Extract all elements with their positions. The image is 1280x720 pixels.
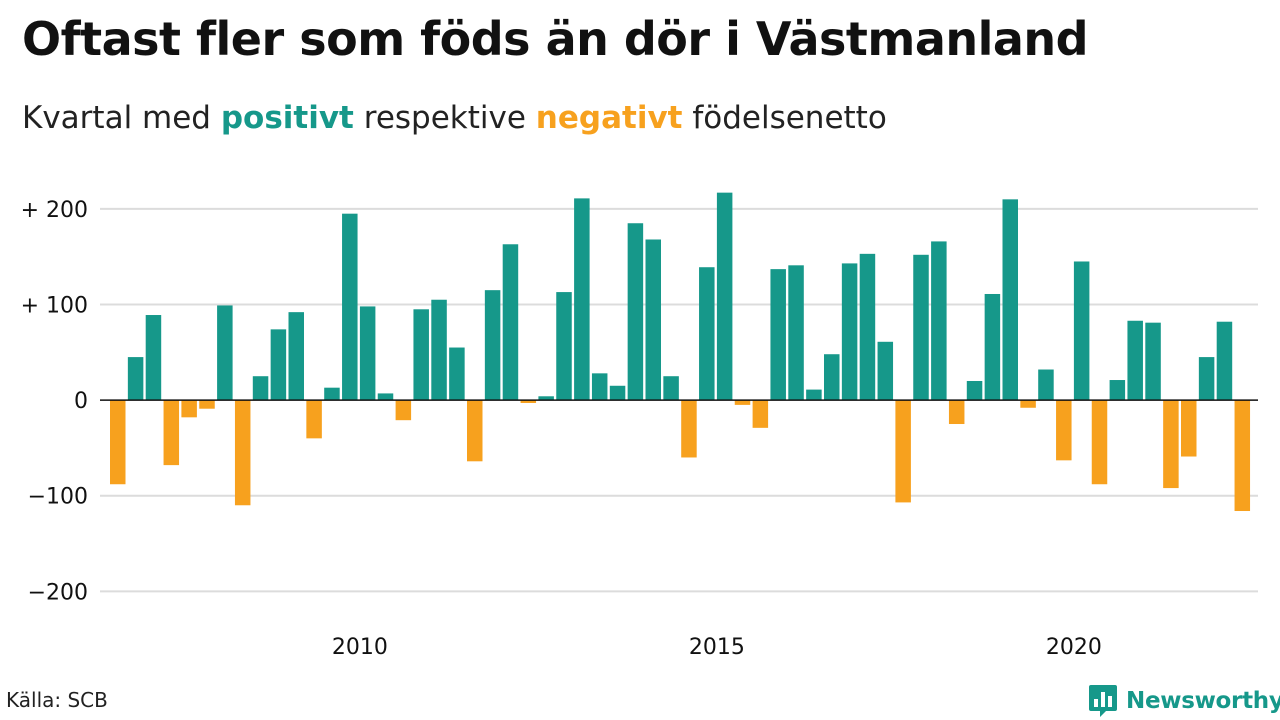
bar-2007Q4: [163, 400, 180, 466]
bar-2022Q4: [1234, 400, 1251, 512]
subtitle-negative-word: negativt: [535, 100, 683, 136]
bar-2018Q4: [948, 400, 965, 425]
bar-2019Q2: [984, 293, 1001, 401]
bar-2020Q3: [1073, 261, 1090, 401]
brand-logo[interactable]: Newsworthy: [1088, 684, 1280, 718]
bar-2014Q2: [627, 223, 644, 401]
bar-2016Q1: [752, 400, 769, 428]
bar-2019Q1: [966, 380, 983, 401]
bar-2014Q4: [663, 376, 679, 401]
bar-2017Q2: [841, 263, 858, 401]
bar-2012Q1: [467, 400, 483, 462]
bar-2015Q4: [734, 400, 751, 405]
bar-2009Q4: [306, 400, 322, 439]
bar-2020Q2: [1056, 400, 1072, 461]
bar-2017Q3: [859, 253, 876, 401]
bar-2012Q4: [520, 400, 537, 403]
bar-2010Q4: [377, 393, 394, 401]
bar-2018Q3: [931, 241, 947, 401]
bar-2021Q2: [1127, 320, 1143, 401]
bars: [110, 192, 1251, 512]
bar-2011Q1: [395, 400, 412, 421]
bar-2013Q1: [538, 396, 554, 401]
bar-2015Q1: [681, 400, 697, 458]
bar-2021Q3: [1145, 322, 1161, 401]
bar-2009Q3: [288, 312, 304, 401]
subtitle-prefix: Kvartal med: [22, 100, 211, 136]
x-tick-label: 2010: [332, 635, 388, 660]
bar-chart-speech-bubble-icon: [1089, 685, 1117, 717]
bar-2012Q3: [502, 244, 519, 401]
y-axis-tick-labels: + 200 + 100 0 −100 −200: [21, 198, 88, 605]
bar-2022Q1: [1181, 400, 1197, 457]
x-tick-label: 2020: [1046, 635, 1102, 660]
bar-2016Q3: [788, 265, 804, 401]
bar-2014Q1: [609, 385, 626, 401]
bar-2011Q3: [431, 299, 447, 401]
bar-2021Q4: [1163, 400, 1179, 489]
bar-2018Q2: [913, 254, 929, 401]
y-tick-label: + 200: [21, 198, 88, 223]
y-tick-label: −200: [28, 580, 88, 605]
y-tick-label: + 100: [21, 294, 88, 319]
source-note: Källa: SCB: [6, 688, 108, 712]
bar-2010Q2: [342, 213, 358, 401]
bar-2018Q1: [895, 400, 911, 503]
bar-2008Q4: [234, 400, 251, 506]
bar-2019Q4: [1020, 400, 1036, 408]
bar-2007Q1: [110, 400, 126, 485]
bar-2013Q3: [574, 198, 590, 401]
y-tick-label: 0: [74, 389, 88, 414]
bar-2013Q4: [591, 373, 608, 401]
subtitle-suffix: födelsenetto: [692, 100, 887, 136]
x-tick-label: 2015: [689, 635, 745, 660]
bar-2011Q4: [449, 347, 465, 401]
subtitle-positive-word: positivt: [220, 100, 354, 136]
bar-2007Q2: [127, 357, 144, 401]
bar-2015Q2: [699, 267, 715, 401]
bar-2015Q3: [716, 192, 733, 401]
bar-2016Q2: [770, 269, 786, 401]
bar-2017Q4: [877, 341, 894, 401]
chart-title: Oftast fler som föds än dör i Västmanlan…: [22, 12, 1089, 66]
bar-2022Q2: [1198, 357, 1215, 401]
bar-2019Q3: [1002, 199, 1018, 401]
bar-2010Q1: [324, 387, 340, 401]
chart-subtitle: Kvartal med positivt respektive negativt…: [22, 100, 887, 136]
x-axis-tick-labels: 2010 2015 2020: [332, 635, 1102, 660]
bar-2020Q1: [1038, 369, 1054, 401]
bar-2017Q1: [824, 354, 840, 401]
brand-name: Newsworthy: [1126, 688, 1280, 714]
bar-2007Q3: [145, 315, 162, 401]
y-tick-label: −100: [28, 485, 88, 510]
subtitle-middle: respektive: [363, 100, 526, 136]
bar-2009Q2: [270, 329, 287, 401]
bar-2009Q1: [252, 376, 269, 401]
bar-2013Q2: [556, 292, 572, 401]
bar-2014Q3: [645, 239, 661, 401]
bar-2008Q1: [181, 400, 197, 418]
grid-lines: [100, 207, 1258, 593]
bar-2012Q2: [484, 290, 501, 401]
bar-2022Q3: [1216, 321, 1233, 401]
bar-2020Q4: [1091, 400, 1108, 485]
bar-2011Q2: [413, 309, 429, 401]
bar-2016Q4: [806, 389, 822, 401]
bar-2008Q3: [217, 305, 233, 401]
bar-2021Q1: [1109, 380, 1126, 401]
bar-2010Q3: [359, 306, 376, 401]
bar-2008Q2: [199, 400, 215, 409]
